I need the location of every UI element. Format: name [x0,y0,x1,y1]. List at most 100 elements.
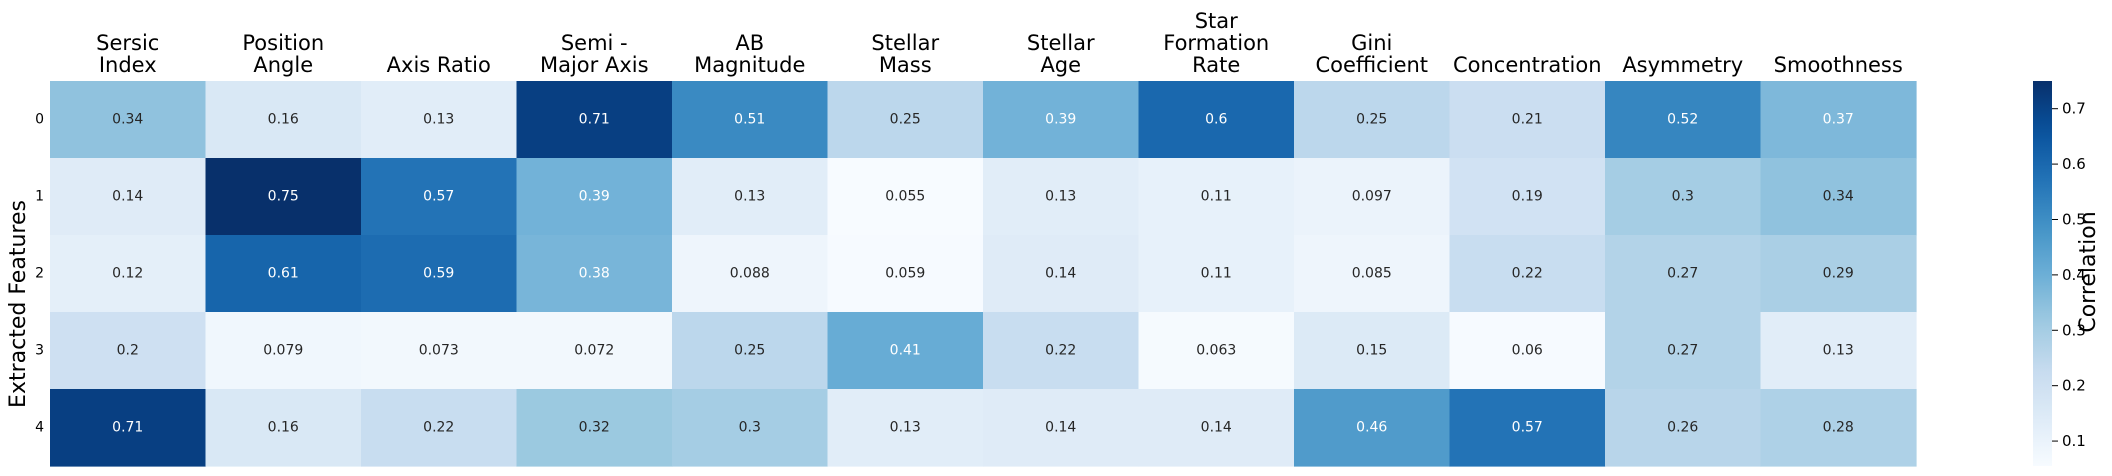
cell-value-label: 0.085 [1352,266,1392,282]
cell-value-label: 0.22 [423,420,454,436]
cell-value-label: 0.46 [1356,420,1387,436]
cell-value-label: 0.088 [730,266,770,282]
colorbar-tick-label: 0.2 [2062,377,2086,395]
heatmap-cell [1294,235,1451,313]
cell-value-label: 0.073 [419,343,459,359]
heatmap-cell [50,389,207,467]
heatmap-cell [50,81,207,159]
cell-value-label: 0.14 [1045,266,1076,282]
cell-value-label: 0.25 [1356,112,1387,128]
cell-value-label: 0.71 [579,112,610,128]
cell-value-label: 0.59 [423,266,454,282]
heatmap-cell [983,389,1140,467]
heatmap-cell [1449,235,1606,313]
heatmap-cell [1294,389,1451,467]
cell-value-label: 0.11 [1201,266,1232,282]
heatmap-cell [1138,312,1295,390]
heatmap-cell [1294,81,1451,159]
cell-value-label: 0.34 [112,112,143,128]
cell-value-label: 0.22 [1045,343,1076,359]
row-label: 1 [35,189,44,205]
heatmap-cell [1760,312,1917,390]
heatmap-cell [672,389,829,467]
heatmap-cell [205,235,362,313]
cell-value-label: 0.063 [1196,343,1236,359]
cell-value-label: 0.21 [1512,112,1543,128]
heatmap-cell [1760,389,1917,467]
heatmap-cell [516,158,673,236]
heatmap-cell [205,81,362,159]
cell-value-label: 0.39 [1045,112,1076,128]
heatmap-cell [1605,389,1762,467]
heatmap-cell [516,81,673,159]
heatmap-cell [205,158,362,236]
column-label: Gini Coefficient [1315,31,1428,77]
column-label: AB Magnitude [694,31,805,77]
heatmap-cell [361,235,518,313]
colorbar-tick-label: 0.5 [2062,210,2086,228]
column-label: Stellar Mass [871,31,939,77]
heatmap-cell [361,312,518,390]
heatmap-cell [205,312,362,390]
column-labels: Sersic Index Position Angle Axis Ratio Semi -… [96,9,1903,77]
heatmap-cell [672,235,829,313]
colorbar: 0.1 0.2 0.3 0.4 0.5 0.6 0.7 Correlation [2033,81,2101,466]
cell-value-label: 0.25 [890,112,921,128]
cell-value-label: 0.14 [1201,420,1232,436]
cell-value-label: 0.27 [1667,343,1698,359]
colorbar-tick-label: 0.3 [2062,321,2086,339]
heatmap-cell [361,158,518,236]
heatmap-cell [672,81,829,159]
heatmap-cell [1138,389,1295,467]
cell-value-label: 0.13 [1823,343,1854,359]
heatmap-cell [50,158,207,236]
heatmap-cell [50,235,207,313]
heatmap-cell [983,235,1140,313]
heatmap-cell [1294,312,1451,390]
column-label: Star Formation Rate [1163,9,1269,77]
heatmap-cell [827,312,984,390]
cell-value-label: 0.61 [268,266,299,282]
heatmap-cell [983,312,1140,390]
cell-value-label: 0.29 [1823,266,1854,282]
heatmap-cell [1760,235,1917,313]
cell-value-label: 0.22 [1512,266,1543,282]
cell-value-label: 0.13 [1045,189,1076,205]
row-label: 3 [35,343,44,359]
cell-value-label: 0.15 [1356,343,1387,359]
column-label: Smoothness [1774,53,1903,77]
heatmap-cell [1449,81,1606,159]
heatmap-cell [827,158,984,236]
cell-value-label: 0.39 [579,189,610,205]
heatmap-cell [827,235,984,313]
cell-value-label: 0.097 [1352,189,1392,205]
heatmap-cell [1138,235,1295,313]
cell-value-label: 0.37 [1823,112,1854,128]
cell-value-label: 0.32 [579,420,610,436]
cell-value-label: 0.072 [574,343,614,359]
heatmap-cell [361,81,518,159]
heatmap-cell [205,389,362,467]
cell-value-label: 0.13 [423,112,454,128]
heatmap-cell [672,312,829,390]
cell-value-label: 0.25 [734,343,765,359]
column-label: Semi -Major Axis [540,31,649,77]
cell-value-label: 0.059 [885,266,925,282]
cell-value-label: 0.06 [1512,343,1543,359]
colorbar-ticks: 0.1 0.2 0.3 0.4 0.5 0.6 0.7 [2052,100,2086,450]
heatmap-cell [516,389,673,467]
cell-value-label: 0.34 [1823,189,1854,205]
colorbar-tick-label: 0.6 [2062,155,2086,173]
colorbar-tick-label: 0.4 [2062,266,2086,284]
cell-value-label: 0.16 [268,112,299,128]
heatmap-cell [1605,235,1762,313]
row-labels: 0 1 2 3 4 [35,112,44,436]
heatmap-cell [983,158,1140,236]
column-label: Concentration [1453,53,1602,77]
cell-value-label: 0.19 [1512,189,1543,205]
cell-value-label: 0.12 [112,266,143,282]
cell-value-label: 0.75 [268,189,299,205]
cell-value-label: 0.57 [423,189,454,205]
cell-value-label: 0.28 [1823,420,1854,436]
